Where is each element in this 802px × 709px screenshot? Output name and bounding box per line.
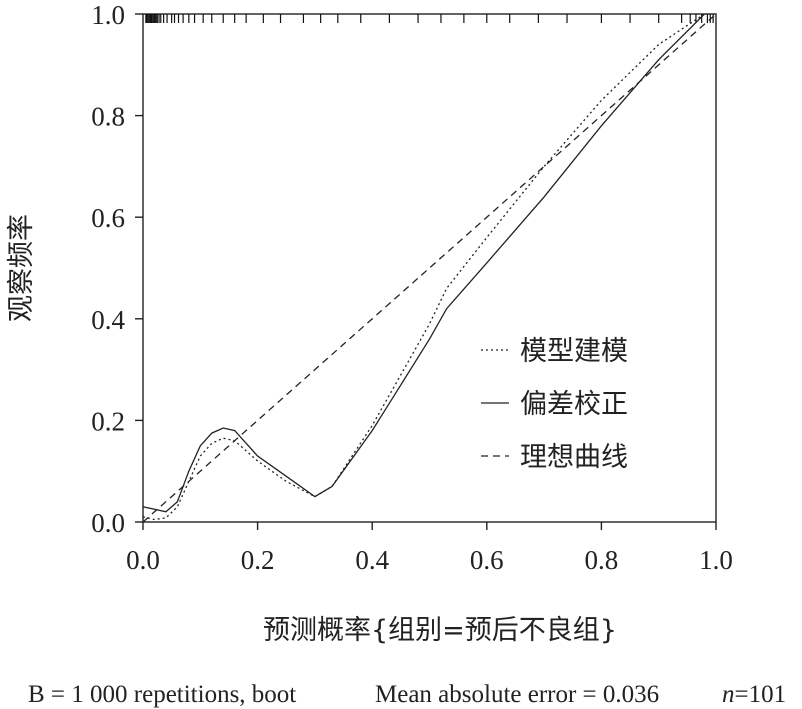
series-line-1 (142, 13, 705, 513)
x-tick-label: 1.0 (699, 545, 733, 575)
y-tick-label: 1.0 (91, 0, 125, 30)
x-tick-label: 0.2 (241, 545, 275, 575)
y-tick-label: 0.8 (91, 102, 125, 132)
footnote-n-label: n (722, 681, 735, 708)
x-tick-label: 0.8 (585, 545, 619, 575)
y-tick-label: 0.4 (91, 305, 125, 335)
x-tick-label: 0.6 (470, 545, 504, 575)
x-tick-label: 0.0 (126, 545, 160, 575)
plot-area (142, 13, 717, 523)
legend-label-2: 理想曲线 (520, 442, 628, 473)
footnote-mae: Mean absolute error = 0.036 (375, 681, 659, 708)
rug-marks (145, 14, 714, 23)
plot-frame (142, 13, 717, 523)
series-layer (142, 13, 717, 523)
footnote-n: n=101 (722, 681, 786, 708)
x-axis-title: 预测概率{组别=预后不良组} (263, 615, 617, 646)
y-tick-label: 0.6 (91, 203, 125, 233)
y-tick-label: 0.0 (91, 508, 125, 538)
y-tick-label: 0.2 (91, 406, 125, 436)
series-line-2 (142, 13, 717, 523)
y-axis-title: 观察频率 (6, 214, 37, 322)
footnote-repetitions: B = 1 000 repetitions, boot (28, 681, 296, 708)
footnote-n-value: =101 (735, 681, 787, 708)
x-tick-label: 0.4 (355, 545, 389, 575)
legend-label-0: 模型建模 (520, 336, 628, 367)
axis-ticks: 0.0 0.2 0.4 0.6 0.8 1.0 0.0 0.2 0.4 0.6 0.8 1.0 (91, 0, 733, 575)
legend-label-1: 偏差校正 (520, 389, 628, 420)
